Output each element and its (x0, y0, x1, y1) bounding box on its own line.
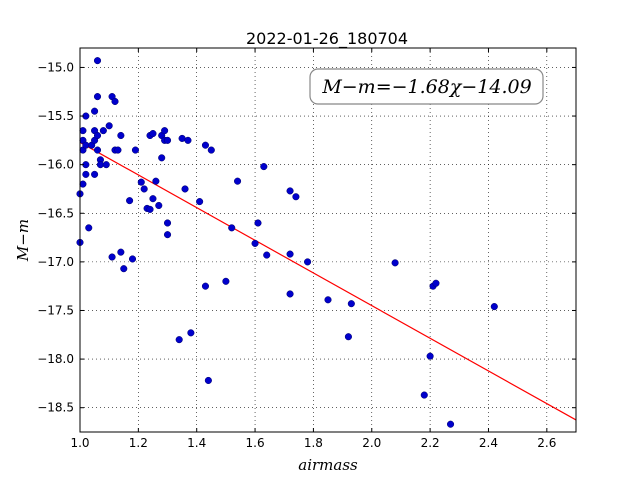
chart-title: 2022-01-26_180704 (246, 29, 408, 49)
data-point (304, 258, 312, 266)
plot-area-frame (79, 47, 577, 433)
data-point (391, 259, 399, 267)
data-point (286, 290, 294, 298)
data-point (93, 93, 102, 101)
x-tick-label: 2.6 (537, 436, 556, 450)
x-tick-label: 1.0 (70, 436, 89, 450)
y-tick-label: −16.5 (37, 206, 74, 220)
data-point (117, 248, 125, 256)
data-point (490, 303, 498, 311)
data-point (175, 336, 183, 344)
grid-lines (79, 48, 576, 432)
data-point (251, 239, 259, 247)
data-point (140, 185, 148, 193)
y-tick-label: −15.0 (37, 60, 74, 74)
x-tick-label: 1.8 (304, 436, 323, 450)
data-point (163, 219, 172, 227)
data-point (344, 333, 352, 341)
fit-line (79, 141, 577, 421)
y-tick-label: −17.0 (37, 255, 74, 269)
y-tick-label: −15.5 (37, 109, 74, 123)
data-point (184, 136, 192, 144)
data-point (126, 197, 134, 205)
data-point (292, 193, 300, 201)
y-axis-label: M−m (14, 219, 32, 262)
data-point (155, 201, 163, 210)
data-point (260, 163, 268, 171)
data-point (85, 224, 93, 232)
data-point (228, 224, 236, 232)
data-point (149, 129, 157, 138)
data-point (111, 97, 119, 106)
fit-equation: M−m=−1.68χ−14.09 (321, 76, 531, 98)
data-point (158, 154, 166, 162)
axis-ticks: 1.0 1.2 1.4 1.6 1.8 2.0 2.2 2.4 2.6 −15.0 −15.5 −16… (37, 48, 576, 450)
data-point (286, 187, 294, 195)
x-tick-label: 2.0 (362, 436, 381, 450)
data-point (120, 265, 128, 273)
data-point (163, 231, 172, 239)
data-point (93, 57, 102, 65)
data-point (420, 391, 428, 399)
data-point (432, 279, 440, 287)
data-point (163, 136, 172, 144)
data-point (146, 205, 154, 213)
data-point (446, 420, 455, 428)
data-point (93, 146, 102, 154)
data-point (114, 146, 122, 154)
data-point (187, 329, 195, 337)
data-point (161, 127, 169, 135)
y-tick-label: −18.0 (37, 352, 74, 366)
x-tick-label: 1.2 (129, 436, 148, 450)
data-point (137, 178, 145, 186)
data-point (204, 376, 212, 385)
data-points (76, 57, 498, 428)
data-point (91, 107, 99, 115)
data-point (263, 251, 271, 259)
data-point (117, 131, 125, 140)
data-point (201, 141, 210, 149)
data-point (207, 146, 215, 154)
y-tick-label: −16.0 (37, 158, 74, 172)
fit-equation-box: M−m=−1.68χ−14.09 (309, 68, 544, 105)
data-point (286, 250, 294, 258)
y-tick-label: −18.5 (37, 401, 74, 415)
x-tick-label: 1.4 (187, 436, 206, 450)
data-point (105, 122, 113, 130)
data-point (79, 127, 87, 135)
data-point (131, 146, 139, 154)
x-tick-label: 2.2 (421, 436, 440, 450)
data-point (149, 195, 157, 203)
data-point (347, 300, 355, 308)
data-point (324, 296, 332, 304)
data-point (108, 253, 116, 261)
y-tick-label: −17.5 (37, 303, 74, 317)
data-point (79, 180, 87, 188)
data-point (222, 277, 230, 285)
fit-line-layer (79, 141, 577, 421)
x-tick-label: 2.4 (479, 436, 498, 450)
data-point (426, 352, 434, 360)
data-point (181, 185, 189, 193)
data-point (196, 198, 204, 206)
data-point (128, 255, 137, 263)
data-point (99, 127, 107, 135)
data-point (254, 219, 262, 227)
data-point (91, 170, 99, 178)
data-point (152, 177, 160, 185)
data-point (82, 170, 90, 178)
data-point (93, 131, 102, 140)
data-point (234, 177, 242, 185)
data-point (201, 282, 210, 290)
data-point (102, 161, 110, 169)
x-tick-label: 1.6 (246, 436, 265, 450)
x-axis-label: airmass (298, 456, 358, 474)
